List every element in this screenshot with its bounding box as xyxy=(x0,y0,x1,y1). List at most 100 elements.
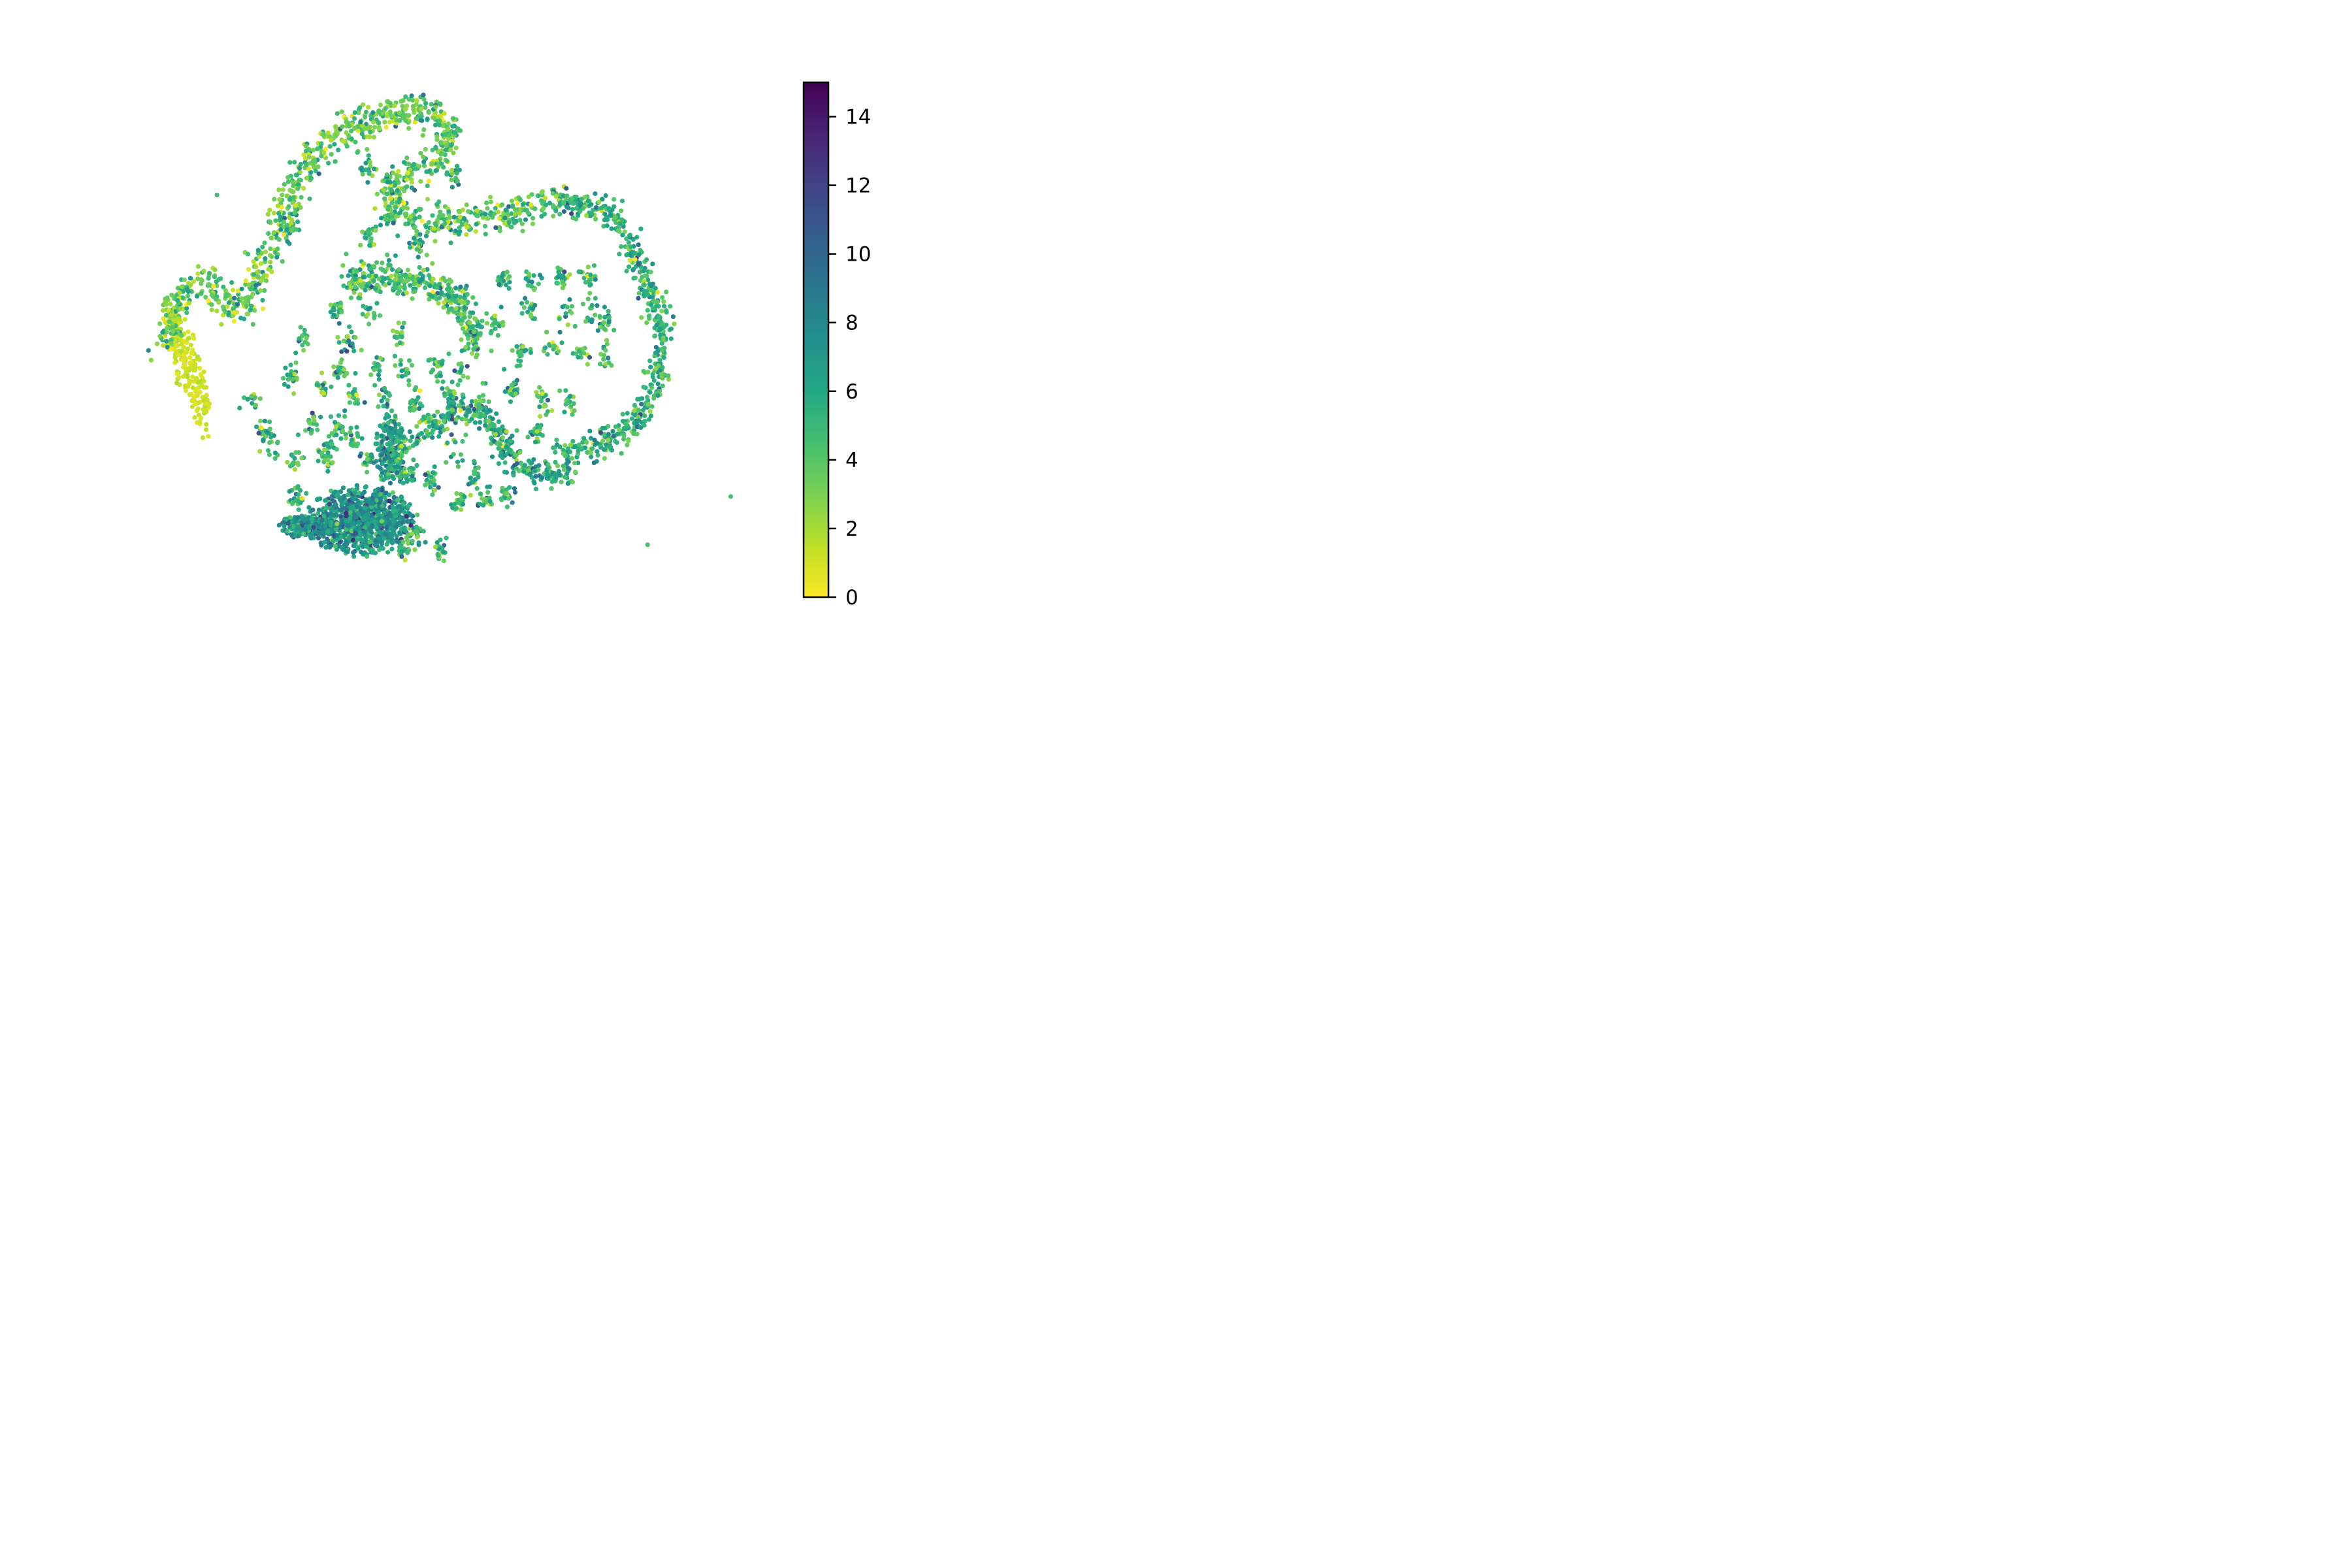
scatter-point xyxy=(212,274,217,280)
scatter-point xyxy=(498,450,504,455)
scatter-point xyxy=(260,244,265,250)
scatter-point xyxy=(467,320,472,325)
scatter-point xyxy=(388,434,393,440)
scatter-point xyxy=(473,316,478,321)
scatter-point xyxy=(613,214,618,220)
scatter-point xyxy=(468,493,473,498)
scatter-point xyxy=(422,285,428,291)
scatter-point xyxy=(355,536,360,542)
scatter-point xyxy=(425,433,431,438)
scatter-point xyxy=(528,350,534,355)
scatter-point xyxy=(400,98,406,103)
scatter-point xyxy=(512,212,517,217)
scatter-point xyxy=(378,103,384,108)
scatter-point xyxy=(562,410,567,415)
scatter-point xyxy=(449,279,454,284)
scatter-point xyxy=(333,159,338,164)
scatter-point xyxy=(502,216,508,221)
scatter-point xyxy=(374,260,380,265)
scatter-point xyxy=(655,289,661,295)
scatter-point xyxy=(393,182,398,188)
scatter-point xyxy=(480,318,485,323)
scatter-point xyxy=(280,259,285,264)
scatter-point xyxy=(311,415,316,420)
scatter-point xyxy=(443,147,449,153)
scatter-point xyxy=(381,404,386,409)
scatter-point xyxy=(529,202,534,207)
scatter-point xyxy=(491,321,497,327)
scatter-point xyxy=(494,411,499,416)
scatter-point xyxy=(286,175,291,180)
scatter-point xyxy=(666,377,672,382)
scatter-point xyxy=(549,486,554,491)
scatter-point xyxy=(397,340,403,346)
scatter-point xyxy=(325,130,331,135)
scatter-point xyxy=(276,188,282,193)
scatter-point xyxy=(355,400,361,406)
scatter-point xyxy=(198,372,203,377)
scatter-point xyxy=(423,101,429,106)
scatter-point xyxy=(365,180,370,185)
scatter-point xyxy=(374,282,380,287)
scatter-point xyxy=(182,362,187,367)
scatter-point xyxy=(343,436,349,441)
scatter-point xyxy=(187,366,192,371)
scatter-point xyxy=(414,116,420,122)
scatter-point xyxy=(624,269,629,274)
scatter-point xyxy=(493,206,498,211)
scatter-point xyxy=(445,127,450,133)
scatter-point xyxy=(253,265,259,270)
scatter-point xyxy=(589,317,595,322)
scatter-point xyxy=(325,468,331,474)
scatter-point xyxy=(417,401,423,406)
scatter-point xyxy=(585,449,590,455)
scatter-point xyxy=(406,382,412,387)
scatter-point xyxy=(366,228,371,233)
scatter-point xyxy=(650,306,656,311)
scatter-point xyxy=(372,367,377,372)
scatter-point xyxy=(352,125,357,131)
scatter-point xyxy=(623,421,629,427)
scatter-point xyxy=(399,330,404,335)
scatter-point xyxy=(356,110,361,116)
scatter-point xyxy=(299,455,304,461)
scatter-point xyxy=(585,265,591,270)
scatter-point xyxy=(391,527,397,532)
scatter-point xyxy=(627,264,632,269)
scatter-point xyxy=(344,349,350,354)
scatter-point xyxy=(460,458,465,463)
scatter-point xyxy=(314,422,319,427)
scatter-point xyxy=(181,374,186,379)
scatter-point xyxy=(646,417,652,422)
scatter-point xyxy=(580,301,586,306)
scatter-point xyxy=(403,94,408,99)
scatter-point xyxy=(585,361,591,367)
scatter-point xyxy=(436,214,442,220)
scatter-point xyxy=(325,536,330,542)
scatter-point xyxy=(371,278,376,283)
scatter-point xyxy=(429,370,434,375)
scatter-point xyxy=(157,321,163,327)
scatter-point xyxy=(286,521,291,526)
scatter-point xyxy=(393,363,398,368)
scatter-point xyxy=(442,300,447,305)
scatter-point xyxy=(413,166,418,171)
scatter-point xyxy=(384,191,390,197)
scatter-point xyxy=(187,392,192,397)
scatter-point xyxy=(186,329,191,335)
scatter-point xyxy=(606,315,612,320)
scatter-point xyxy=(263,249,269,255)
scatter-point xyxy=(408,438,413,444)
scatter-point xyxy=(316,530,321,535)
scatter-point xyxy=(411,457,416,463)
scatter-point xyxy=(190,385,195,391)
scatter-point xyxy=(187,301,192,306)
scatter-point xyxy=(350,521,355,526)
scatter-point xyxy=(526,468,531,473)
scatter-point xyxy=(306,166,311,171)
scatter-point xyxy=(475,323,480,329)
scatter-point xyxy=(326,161,331,166)
scatter-point xyxy=(641,368,646,374)
scatter-point xyxy=(394,470,400,476)
scatter-point xyxy=(281,220,286,225)
